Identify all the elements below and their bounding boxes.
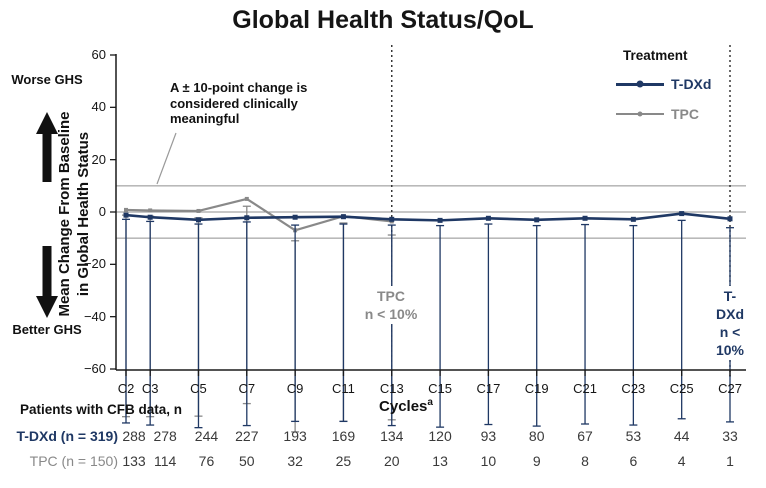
data-marker	[123, 212, 129, 218]
table-value-cell: 20	[383, 453, 400, 469]
y-tick-label: 0	[98, 204, 106, 219]
y-tick-label: −40	[83, 308, 106, 324]
x-tick-label: C25	[669, 381, 694, 396]
y-tick-label: 20	[91, 151, 106, 167]
table-value-cell: 4	[677, 453, 686, 469]
series-line-T-DXd	[125, 212, 731, 222]
data-marker	[679, 211, 685, 217]
y-tick-label: −60	[83, 361, 106, 376]
tpc-dropout-label: TPC n < 10%	[361, 286, 421, 324]
table-value-cell: 244	[194, 428, 219, 444]
worse-ghs-label: Worse GHS	[11, 72, 83, 87]
annotation-leader-line	[156, 132, 177, 185]
table-value-cell: 134	[380, 428, 404, 444]
y-tick-label: −20	[83, 256, 106, 272]
worse-up-arrow-icon	[36, 112, 58, 182]
table-value-cell: 8	[581, 453, 589, 469]
better-ghs-label: Better GHS	[12, 322, 82, 337]
x-tick-label: C9	[286, 381, 304, 396]
legend-item-tpc: TPC	[616, 106, 699, 122]
tpc-line-marker-icon	[616, 111, 664, 117]
data-marker	[147, 214, 153, 220]
table-value-cell: 133	[122, 453, 146, 469]
table-row-label-tpc: TPC (n = 150)	[29, 453, 118, 469]
table-value-cell: 44	[673, 428, 690, 444]
tdxd-dropout-label: T-DXd n < 10%	[712, 286, 748, 360]
data-marker	[292, 214, 298, 220]
table-value-cell: 13	[432, 453, 448, 469]
x-tick-label: C11	[331, 381, 355, 396]
data-marker	[124, 207, 128, 212]
x-tick-label: C7	[238, 381, 256, 396]
table-value-cell: 25	[335, 453, 352, 469]
x-tick-label: C5	[190, 381, 207, 396]
data-marker	[630, 216, 636, 222]
table-value-cell: 278	[153, 428, 177, 444]
x-tick-label: C27	[718, 381, 742, 396]
legend-item-tdxd: T-DXd	[616, 76, 711, 92]
data-marker	[244, 215, 250, 221]
data-marker	[340, 214, 346, 220]
table-value-cell: 169	[331, 428, 356, 444]
cfb-table-header: Patients with CFB data, n	[20, 402, 183, 417]
legend-title: Treatment	[623, 48, 688, 63]
table-value-cell: 50	[239, 453, 255, 469]
tdxd-line-marker-icon	[616, 80, 664, 88]
better-down-arrow-icon	[36, 246, 58, 318]
table-value-cell: 6	[629, 453, 638, 469]
data-marker	[437, 217, 443, 223]
legend-label-tpc: TPC	[671, 106, 699, 122]
y-tick-label: 60	[91, 46, 106, 62]
data-marker	[195, 217, 201, 223]
x-axis-title: Cyclesa	[379, 397, 433, 415]
table-value-cell: 53	[625, 428, 642, 444]
x-axis-footnote-marker: a	[427, 397, 433, 408]
data-marker	[582, 215, 588, 221]
x-tick-label: C3	[141, 381, 159, 396]
table-value-cell: 1	[726, 453, 734, 469]
legend-label-tdxd: T-DXd	[671, 76, 712, 92]
data-marker	[727, 216, 733, 222]
data-marker	[389, 216, 395, 222]
table-value-cell: 227	[235, 428, 259, 444]
table-row-label-tdxd: T-DXd (n = 319)	[16, 428, 118, 444]
table-value-cell: 10	[480, 453, 497, 469]
data-marker	[244, 196, 249, 201]
x-tick-label: C15	[428, 381, 453, 396]
x-tick-label: C23	[621, 381, 646, 396]
chart-title: Global Health Status/QoL	[232, 6, 534, 34]
x-tick-label: C2	[117, 381, 135, 396]
x-tick-label: C13	[379, 381, 404, 396]
data-marker	[196, 208, 201, 213]
table-value-cell: 93	[480, 428, 497, 444]
data-marker	[148, 208, 153, 213]
x-tick-label: C21	[573, 381, 597, 396]
table-value-cell: 114	[153, 453, 177, 469]
clinical-meaning-annotation: A ± 10-point change is considered clinic…	[170, 80, 308, 126]
table-value-cell: 9	[532, 453, 541, 469]
table-value-cell: 80	[528, 428, 545, 444]
data-marker	[534, 217, 540, 223]
series-line-TPC	[125, 197, 392, 232]
table-value-cell: 67	[577, 428, 593, 444]
y-tick-label: 40	[91, 99, 106, 115]
table-value-cell: 32	[287, 453, 303, 469]
table-value-cell: 288	[122, 428, 146, 444]
data-marker	[485, 215, 491, 221]
table-value-cell: 76	[198, 453, 215, 469]
x-tick-label: C19	[524, 381, 549, 396]
x-tick-label: C17	[476, 381, 501, 396]
table-value-cell: 33	[722, 428, 738, 444]
table-value-cell: 120	[428, 428, 452, 444]
table-value-cell: 193	[283, 428, 307, 444]
